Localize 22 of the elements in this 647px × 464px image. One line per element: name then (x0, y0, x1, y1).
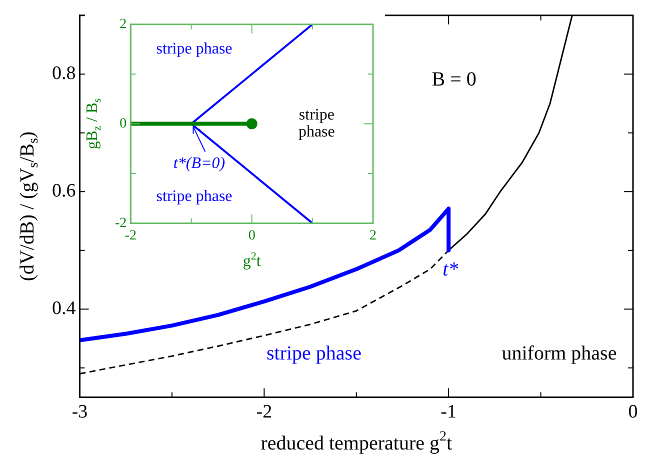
annotation: stripe phase (156, 188, 232, 206)
annotation: t* (442, 258, 458, 281)
annotation: uniform phase (502, 342, 617, 365)
annotation: B = 0 (432, 68, 476, 90)
x-tick-label: -3 (72, 402, 88, 423)
y-axis-title: gBz / Bs (84, 98, 104, 150)
y-axis-title: (dV/dB) / (gVs/Bs) (16, 131, 42, 282)
y-tick-label: 0 (120, 116, 127, 132)
annotation: stripe phase (156, 40, 232, 58)
y-tick-label: 0.4 (52, 298, 76, 320)
y-tick-label: 0.8 (52, 63, 76, 84)
y-tick-label: 0.6 (52, 180, 76, 202)
y-tick-label: -2 (114, 216, 127, 231)
x-tick-label: -1 (440, 402, 456, 423)
x-tick-label: 0 (628, 402, 638, 423)
annotation: stripe phase (266, 342, 362, 365)
annotation: stripe phase (298, 106, 335, 140)
x-tick-label: 0 (248, 228, 256, 244)
x-tick-label: 2 (370, 228, 376, 244)
x-tick-label: -2 (256, 402, 272, 423)
annotation: t*(B=0) (173, 155, 226, 172)
y-tick-label: 2 (120, 17, 127, 32)
